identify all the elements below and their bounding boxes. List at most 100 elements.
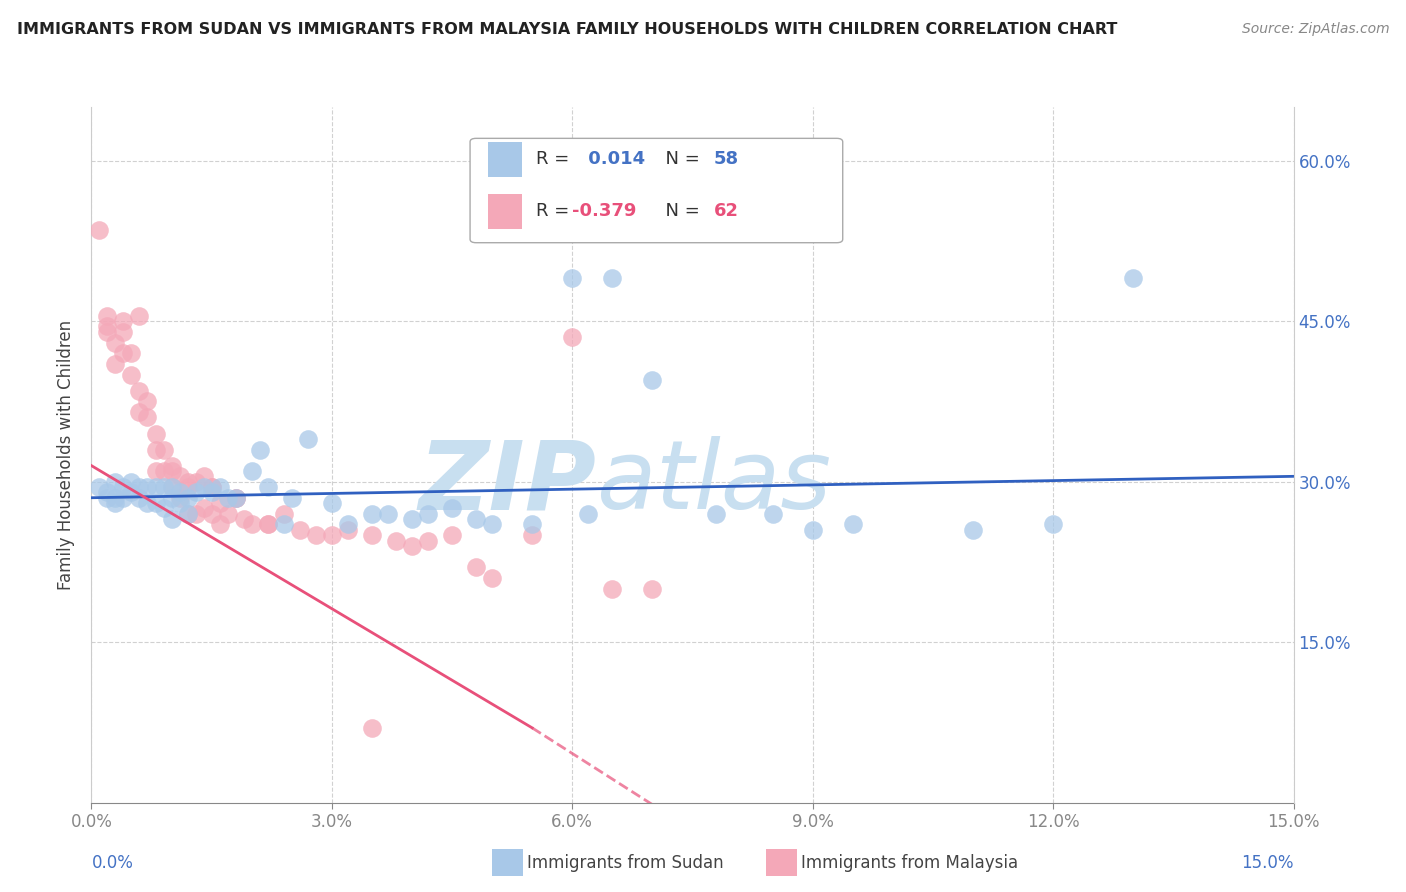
Text: N =: N = [654, 202, 706, 220]
Text: 62: 62 [714, 202, 740, 220]
Point [273, 507, 295, 521]
Point [96, 319, 118, 334]
Point [193, 469, 215, 483]
Point [240, 517, 263, 532]
Point [201, 480, 224, 494]
Point [561, 271, 583, 285]
Point [145, 496, 167, 510]
Point [176, 475, 198, 489]
Point [217, 507, 239, 521]
Point [169, 496, 191, 510]
Text: 58: 58 [714, 150, 740, 169]
Point [225, 491, 247, 505]
Point [112, 346, 135, 360]
Text: Immigrants from Malaysia: Immigrants from Malaysia [801, 854, 1018, 871]
Point [160, 458, 183, 473]
Point [385, 533, 408, 548]
Point [465, 512, 488, 526]
Point [273, 517, 295, 532]
Point [305, 528, 328, 542]
Point [104, 357, 127, 371]
Point [169, 491, 191, 505]
Point [522, 528, 544, 542]
Point [145, 480, 167, 494]
Point [128, 384, 150, 398]
Text: R =: R = [536, 202, 575, 220]
Point [561, 330, 583, 344]
Point [176, 507, 198, 521]
Text: N =: N = [654, 150, 706, 169]
Point [184, 507, 207, 521]
Text: IMMIGRANTS FROM SUDAN VS IMMIGRANTS FROM MALAYSIA FAMILY HOUSEHOLDS WITH CHILDRE: IMMIGRANTS FROM SUDAN VS IMMIGRANTS FROM… [17, 22, 1118, 37]
Text: ZIP: ZIP [419, 436, 596, 529]
Point [522, 517, 544, 532]
Point [401, 539, 423, 553]
Point [145, 464, 167, 478]
Point [217, 491, 239, 505]
Point [416, 507, 439, 521]
Point [225, 491, 247, 505]
Bar [488, 194, 522, 229]
Point [208, 480, 231, 494]
Point [104, 491, 127, 505]
Bar [488, 142, 522, 177]
Point [576, 507, 599, 521]
Point [128, 480, 150, 494]
Text: R =: R = [536, 150, 575, 169]
Point [240, 464, 263, 478]
Point [225, 491, 247, 505]
Point [176, 491, 198, 505]
Point [201, 485, 224, 500]
Point [145, 426, 167, 441]
Point [136, 480, 159, 494]
Point [193, 501, 215, 516]
Point [128, 491, 150, 505]
Point [152, 442, 174, 457]
Point [160, 464, 183, 478]
Point [128, 405, 150, 419]
Point [641, 373, 664, 387]
Point [256, 517, 278, 532]
Point [336, 517, 359, 532]
Point [112, 491, 135, 505]
Point [176, 507, 198, 521]
Point [962, 523, 984, 537]
Point [256, 517, 278, 532]
Point [762, 507, 785, 521]
Point [841, 517, 863, 532]
Point [201, 507, 224, 521]
Point [89, 480, 111, 494]
Point [706, 507, 728, 521]
Point [96, 325, 118, 339]
Point [104, 335, 127, 350]
Point [208, 517, 231, 532]
Point [232, 512, 254, 526]
Point [121, 475, 143, 489]
Point [602, 582, 624, 596]
Point [360, 721, 382, 735]
Point [1042, 517, 1064, 532]
Point [208, 496, 231, 510]
Point [321, 528, 343, 542]
Point [602, 271, 624, 285]
Point [121, 368, 143, 382]
Point [416, 533, 439, 548]
Point [288, 523, 311, 537]
Point [96, 491, 118, 505]
Text: -0.379: -0.379 [572, 202, 637, 220]
Point [160, 480, 183, 494]
Text: 15.0%: 15.0% [1241, 854, 1294, 871]
Point [377, 507, 399, 521]
Point [481, 571, 503, 585]
Point [297, 432, 319, 446]
Point [360, 507, 382, 521]
Point [145, 442, 167, 457]
Point [112, 325, 135, 339]
Point [136, 496, 159, 510]
Point [104, 496, 127, 510]
Point [321, 496, 343, 510]
Point [128, 309, 150, 323]
Point [360, 528, 382, 542]
Point [440, 528, 463, 542]
Text: 0.0%: 0.0% [91, 854, 134, 871]
